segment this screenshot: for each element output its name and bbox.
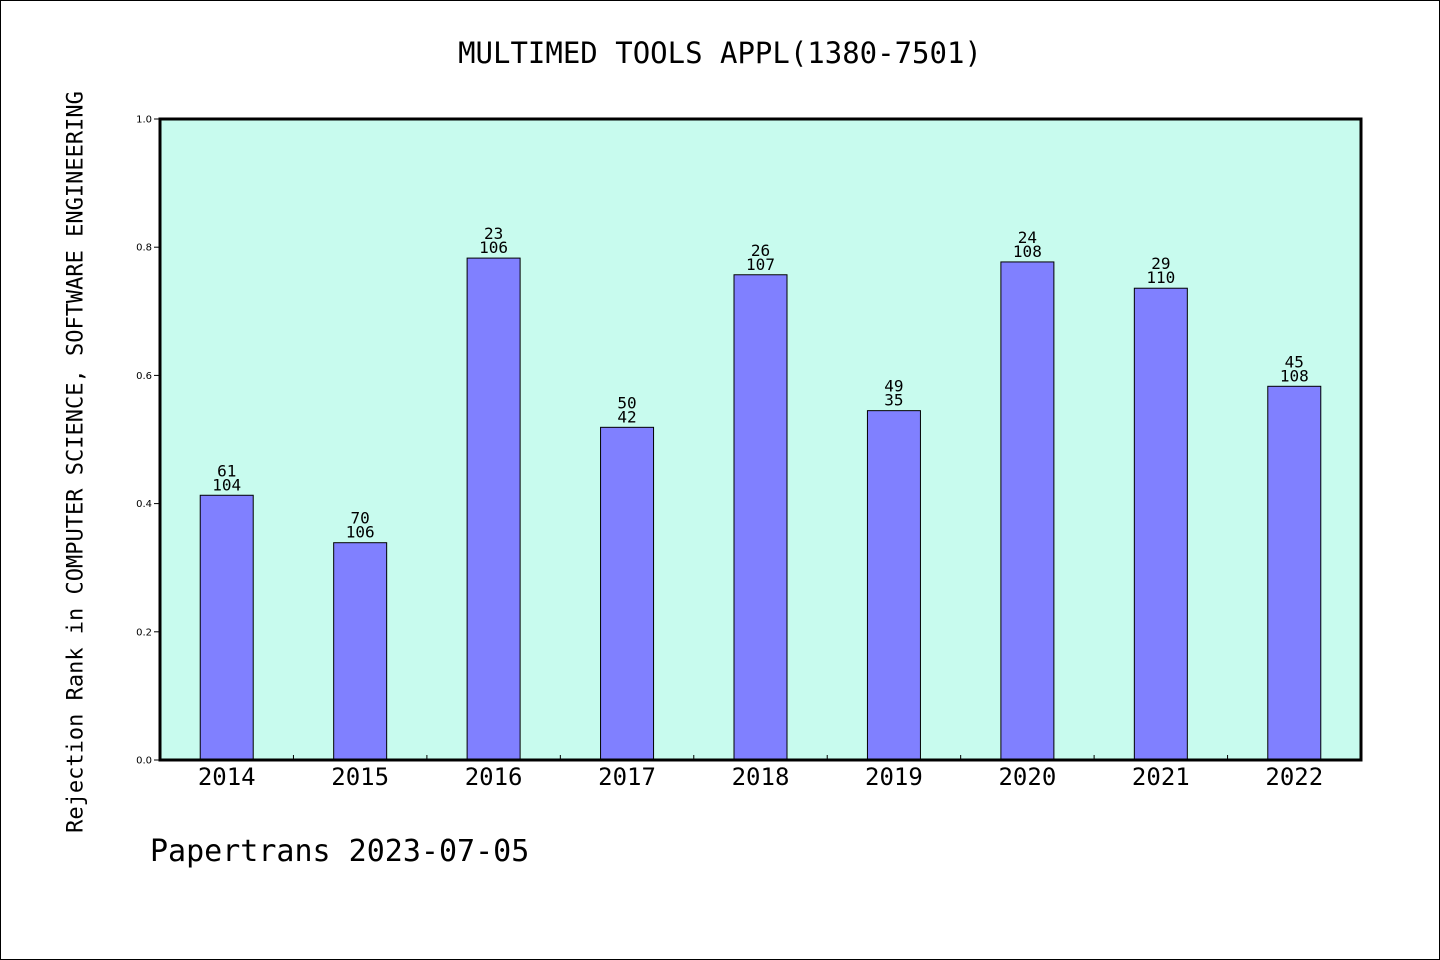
bar-label-bottom: 106 [479,238,508,257]
bar-label-bottom: 104 [212,475,241,494]
bar-label-top: 23 [484,224,503,243]
bar [1267,385,1322,761]
bar-label-bottom: 110 [1146,268,1175,287]
footer-credit: Papertrans 2023-07-05 [150,834,530,869]
bar-label-top: 29 [1151,254,1170,273]
y-tick-label: 0.6 [136,371,152,382]
bar-label-bottom: 35 [884,391,903,410]
x-axis-labels: 2014 2015 2016 2017 2018 2019 2020 2021 2022 [198,763,1323,791]
bar-label-top: 45 [1285,352,1304,371]
y-tick-label: 0.8 [136,243,152,254]
bar-label-bottom: 108 [1013,242,1042,261]
bar-label-bottom: 106 [346,523,375,542]
x-tick-label: 2016 [465,763,523,791]
bar [1000,261,1055,761]
y-tick-label: 0.0 [136,756,152,767]
x-tick-label: 2022 [1265,763,1323,791]
bar [600,426,655,761]
bar [866,410,921,761]
x-tick-label: 2014 [198,763,256,791]
bar [199,494,254,761]
bar-label-top: 50 [617,393,636,412]
bar-label-top: 24 [1018,228,1037,247]
x-tick-label: 2019 [865,763,923,791]
y-axis-ticks: 0.0 0.2 0.4 0.6 0.8 1.0 [136,115,160,767]
plot-border [158,117,1363,762]
bar-label-top: 49 [884,377,903,396]
x-tick-label: 2018 [732,763,790,791]
bar-label-top: 26 [751,241,770,260]
y-tick-label: 0.2 [136,627,152,638]
x-tick-label: 2017 [598,763,656,791]
bar [733,274,788,761]
x-tick-label: 2020 [998,763,1056,791]
y-tick-label: 1.0 [136,115,152,126]
bar-label-bottom: 108 [1280,366,1309,385]
bar-series [199,257,1322,761]
bar-label-top: 61 [217,461,236,480]
x-tick-label: 2015 [331,763,389,791]
x-tick-label: 2021 [1132,763,1190,791]
y-tick-label: 0.4 [136,499,152,510]
bar-label-bottom: 42 [617,407,636,426]
bar-label-top: 70 [351,509,370,528]
bar [466,257,521,761]
bar [1133,287,1188,761]
bar-label-bottom: 107 [746,255,775,274]
bar [333,542,388,761]
data-labels: 6110470106231065042261074935241082911045… [212,224,1308,542]
chart-title: MULTIMED TOOLS APPL(1380-7501) [458,36,982,70]
